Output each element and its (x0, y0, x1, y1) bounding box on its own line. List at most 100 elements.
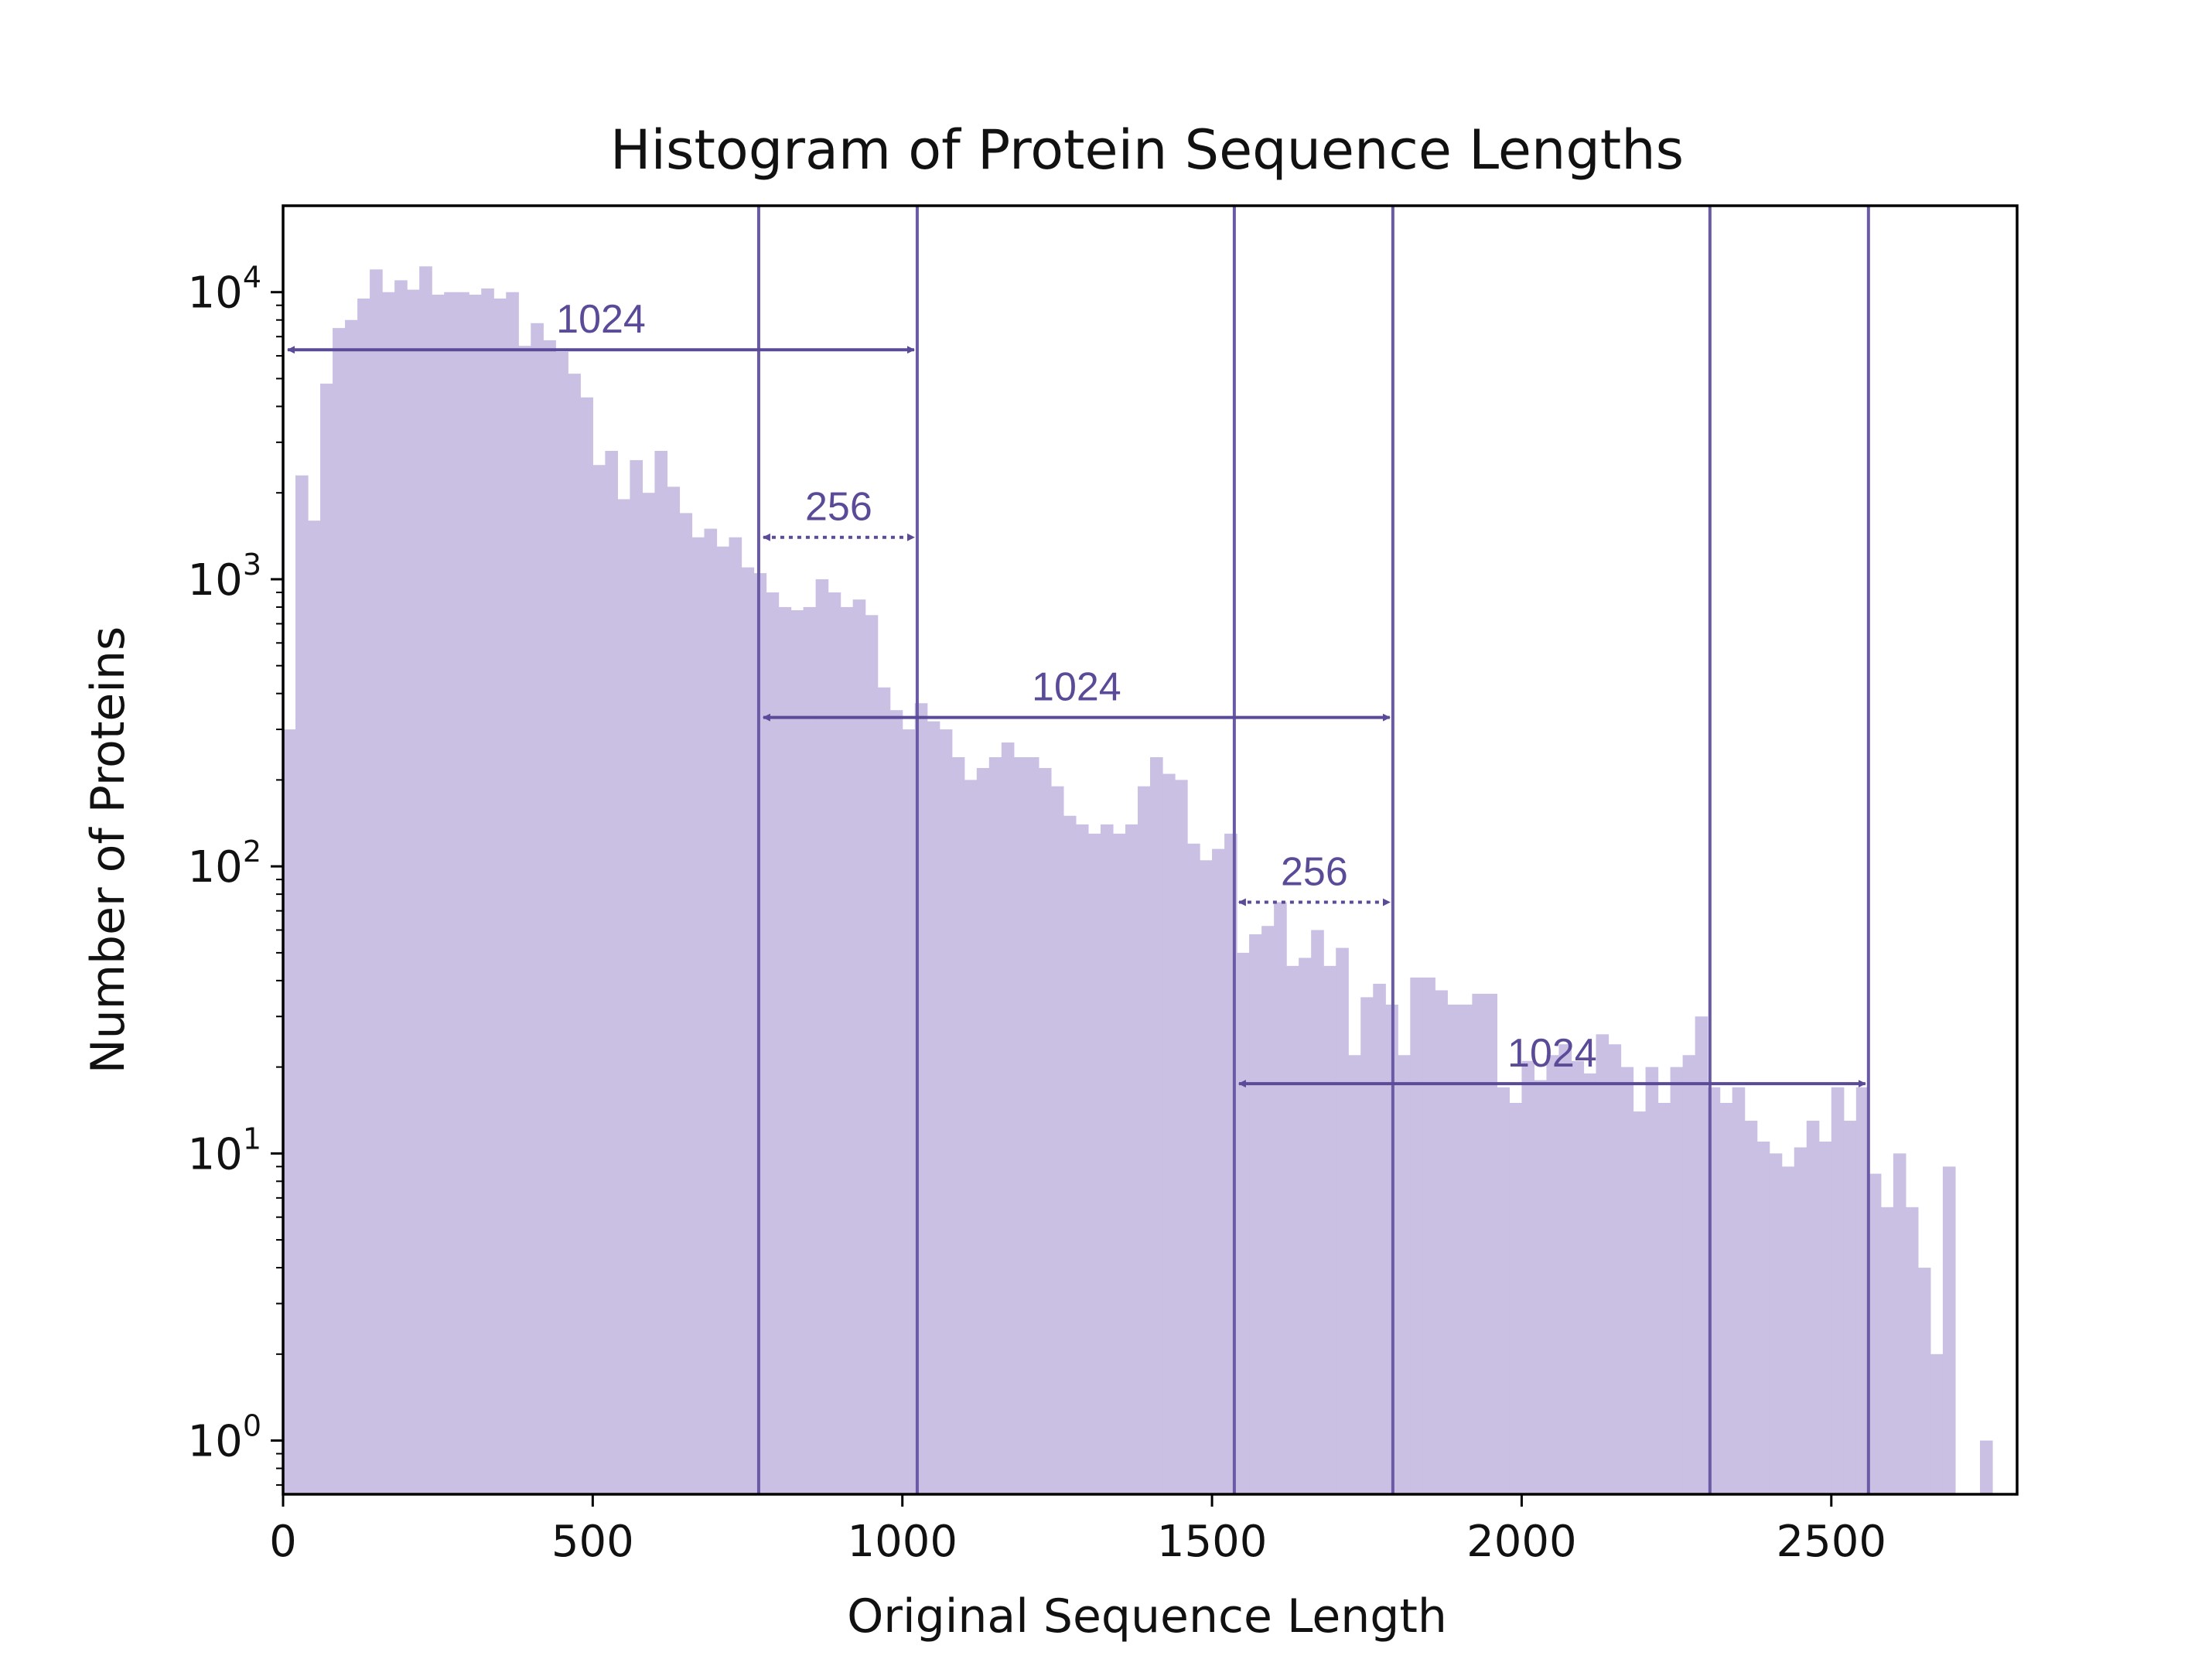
histogram-bar (1100, 824, 1114, 1494)
histogram-bar (704, 528, 718, 1494)
histogram-bar (382, 292, 395, 1494)
span-annotations: 1024 256 1024 256 1024 (287, 297, 1866, 1088)
histogram-bar (654, 450, 668, 1495)
y-tick-base: 10 (188, 555, 243, 606)
histogram-bar (1435, 990, 1448, 1494)
histogram-bar (1125, 824, 1138, 1494)
histogram-bar (716, 546, 730, 1494)
histogram-bar (493, 299, 507, 1494)
y-axis-label: Number of Proteins (81, 626, 135, 1074)
histogram-bar (1249, 934, 1262, 1494)
histogram-bar (568, 374, 581, 1494)
histogram-bar (320, 384, 333, 1494)
histogram-bar (1336, 947, 1349, 1494)
histogram-bar (1187, 843, 1200, 1494)
histogram-bar (1942, 1166, 1956, 1494)
span-label: 256 (1281, 850, 1348, 895)
histogram-bar (419, 266, 432, 1494)
histogram-bar (877, 687, 891, 1494)
histogram-bar (1645, 1067, 1659, 1494)
y-tick-base: 10 (188, 842, 243, 893)
histogram-bar (1026, 757, 1039, 1494)
x-tick-label: 0 (269, 1517, 297, 1567)
histogram-bar (1509, 1102, 1523, 1494)
histogram-bar (1534, 1080, 1548, 1494)
histogram-bar (1112, 833, 1126, 1494)
histogram-bar (667, 486, 681, 1494)
histogram-bar (1274, 902, 1287, 1494)
histogram-bar (370, 269, 383, 1495)
histogram-bar (592, 465, 606, 1494)
plot-frame (282, 204, 2019, 1496)
y-tick-label: 101 (188, 1121, 261, 1179)
y-tick-label: 104 (188, 261, 261, 319)
histogram-bar (1497, 1087, 1511, 1494)
histogram-bar (1237, 952, 1250, 1494)
histogram-bar (630, 459, 643, 1495)
histogram-bar (1472, 993, 1485, 1494)
histogram-bar (691, 537, 705, 1495)
histogram-bar (531, 323, 544, 1494)
histogram-bar (617, 499, 630, 1494)
x-tick-label: 1000 (847, 1517, 958, 1567)
histogram-bar (580, 397, 593, 1494)
histogram-bar (828, 592, 841, 1495)
histogram-bar (964, 780, 978, 1494)
histogram-bar (283, 729, 296, 1494)
histogram-bar (1558, 1044, 1572, 1494)
histogram-bar (605, 450, 618, 1495)
histogram-bar (345, 319, 358, 1495)
histogram-bar (1868, 1173, 1882, 1494)
histogram-bar (1905, 1207, 1919, 1494)
histogram-bar (1410, 977, 1423, 1494)
histogram-bar (1162, 773, 1176, 1494)
y-tick-base: 10 (188, 1129, 243, 1179)
histogram-bar (555, 351, 568, 1494)
histogram-bar (1038, 768, 1052, 1494)
histogram-bar (1633, 1111, 1647, 1494)
histogram-bar (1855, 1087, 1869, 1494)
histogram-bar (1732, 1087, 1746, 1494)
chart-title: Histogram of Protein Sequence Lengths (610, 118, 1684, 182)
histogram-bar (902, 729, 916, 1494)
histogram-bars (283, 266, 1993, 1495)
histogram-bar (729, 537, 742, 1495)
histogram-bar (1063, 815, 1077, 1494)
histogram-bar (1930, 1353, 1944, 1494)
histogram-bar (679, 513, 693, 1494)
span-label: 1024 (1507, 1031, 1597, 1076)
histogram-bar (308, 521, 321, 1495)
histogram-bar (1893, 1153, 1906, 1494)
histogram-bar (1831, 1087, 1845, 1494)
x-tick-label: 2500 (1777, 1517, 1887, 1567)
histogram-bar (1373, 983, 1386, 1494)
histogram-bar (1484, 993, 1497, 1494)
x-axis-label: Original Sequence Length (847, 1589, 1447, 1644)
histogram-bar (1137, 786, 1151, 1494)
histogram-bar (407, 289, 420, 1494)
histogram-bar (1150, 757, 1163, 1494)
x-tick-label: 1500 (1157, 1517, 1268, 1567)
y-tick-exponent: 2 (243, 835, 261, 869)
histogram-bar (1719, 1102, 1733, 1494)
histogram-bar (518, 346, 531, 1495)
histogram-bar (1843, 1121, 1857, 1494)
histogram-bar (927, 721, 940, 1494)
histogram-bar (815, 579, 829, 1495)
y-tick-label: 100 (188, 1409, 261, 1467)
histogram-bar (1521, 1060, 1535, 1494)
histogram-bar (1657, 1102, 1671, 1494)
histogram-bar (1447, 1004, 1460, 1494)
histogram-bar (790, 610, 804, 1494)
x-axis-ticks: 0 500 1000 1500 2000 2500 (269, 1494, 1886, 1567)
histogram-bar (1286, 965, 1299, 1494)
histogram-bar (1744, 1121, 1758, 1494)
y-tick-exponent: 4 (243, 261, 261, 295)
histogram-bar (543, 340, 556, 1494)
histogram-bar (1880, 1207, 1894, 1494)
y-tick-base: 10 (188, 268, 243, 319)
histogram-bar (1546, 1055, 1560, 1494)
histogram-bar (1075, 824, 1089, 1494)
